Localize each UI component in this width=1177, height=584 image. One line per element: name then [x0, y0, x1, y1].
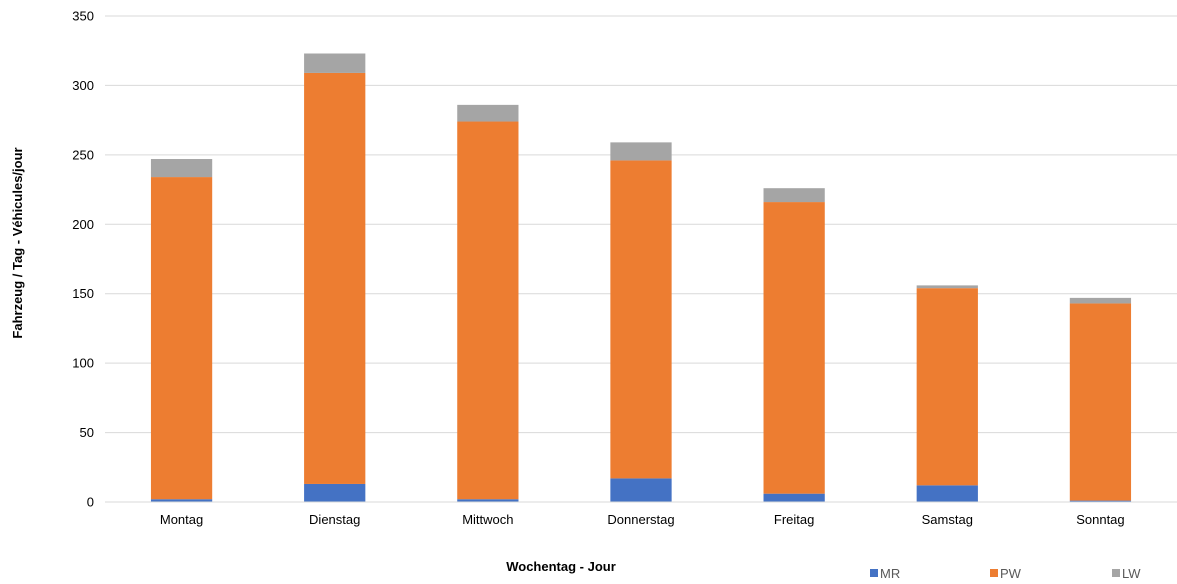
- bar-lw-samstag: [916, 285, 978, 289]
- bar-mr-donnerstag: [610, 478, 672, 502]
- bar-mr-dienstag: [304, 483, 366, 502]
- bar-mr-montag: [150, 499, 213, 502]
- x-tick-label: Sonntag: [1076, 512, 1124, 527]
- x-tick-label: Samstag: [922, 512, 973, 527]
- x-axis-title: Wochentag - Jour: [506, 559, 616, 574]
- bar-pw-mittwoch: [457, 121, 519, 500]
- bars: [150, 53, 1132, 502]
- legend-swatch-lw: [1112, 569, 1120, 577]
- bar-lw-donnerstag: [610, 142, 672, 161]
- y-axis-title: Fahrzeug / Tag - Véhicules/jour: [10, 147, 25, 338]
- bar-mr-sonntag: [1069, 500, 1132, 502]
- x-tick-label: Montag: [160, 512, 203, 527]
- bar-pw-dienstag: [304, 72, 366, 484]
- y-tick-label: 350: [72, 9, 94, 24]
- legend: MR PW LW: [870, 566, 1141, 581]
- bar-mr-samstag: [916, 485, 978, 502]
- bar-pw-samstag: [916, 288, 978, 486]
- bar-pw-sonntag: [1069, 303, 1132, 501]
- y-tick-label: 200: [72, 217, 94, 232]
- y-tick-label: 50: [80, 425, 94, 440]
- legend-swatch-pw: [990, 569, 998, 577]
- bar-pw-montag: [150, 177, 213, 500]
- y-tick-label: 250: [72, 147, 94, 162]
- y-tick-label: 0: [87, 495, 94, 510]
- y-tick-label: 300: [72, 78, 94, 93]
- bar-lw-freitag: [763, 188, 825, 203]
- bar-lw-mittwoch: [457, 104, 519, 122]
- legend-label-lw: LW: [1122, 566, 1141, 581]
- bar-pw-donnerstag: [610, 160, 672, 479]
- legend-swatch-mr: [870, 569, 878, 577]
- bar-mr-freitag: [763, 493, 825, 502]
- x-tick-label: Donnerstag: [607, 512, 674, 527]
- bar-mr-mittwoch: [457, 499, 519, 502]
- x-tick-label: Dienstag: [309, 512, 360, 527]
- legend-label-pw: PW: [1000, 566, 1022, 581]
- bar-lw-dienstag: [304, 53, 366, 73]
- y-tick-label: 100: [72, 356, 94, 371]
- x-tick-label: Freitag: [774, 512, 814, 527]
- legend-label-mr: MR: [880, 566, 900, 581]
- bar-lw-sonntag: [1069, 297, 1132, 304]
- axes: 0 50 100 150 200 250 300 350 Montag Dienstag Mittw…: [72, 9, 1177, 527]
- bar-pw-freitag: [763, 202, 825, 494]
- x-tick-label: Mittwoch: [462, 512, 513, 527]
- bar-lw-montag: [150, 159, 213, 178]
- y-tick-label: 150: [72, 286, 94, 301]
